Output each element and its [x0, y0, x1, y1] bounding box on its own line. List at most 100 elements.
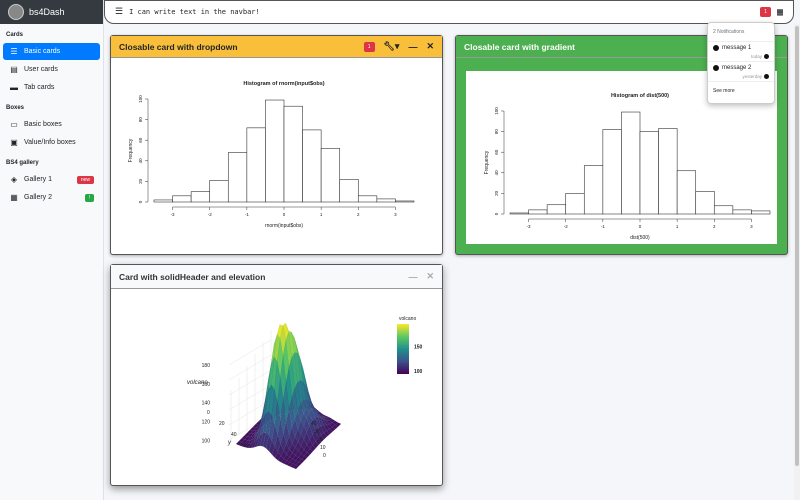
x-tick-label: -1 — [245, 212, 249, 217]
y-tick-label: 60 — [138, 137, 143, 143]
x-tick-label: -2 — [208, 212, 212, 217]
z-tick-label: 180 — [202, 363, 211, 369]
x-tick-label: -1 — [601, 224, 605, 229]
brand[interactable]: bs4Dash — [0, 0, 103, 24]
grid-line — [228, 369, 272, 396]
dropdown-card-header: Closable card with dropdown 1 🔧︎▾ — ✕ — [111, 36, 442, 58]
histogram-bar — [751, 210, 771, 215]
histogram-bar — [639, 131, 659, 215]
histogram-bar — [713, 205, 734, 215]
info-icon — [713, 45, 719, 51]
x-tick-label: 20 — [317, 437, 323, 443]
notifications-dropdown: 2 Notifications message 1 today message 2… — [707, 22, 775, 104]
histogram-bar — [265, 99, 285, 203]
histogram-bar — [172, 195, 192, 203]
surface-mesh — [235, 322, 342, 470]
wrench-dropdown-icon[interactable]: 🔧︎▾ — [383, 41, 400, 51]
sidebar-badge: ! — [84, 193, 94, 202]
histogram-bar — [376, 198, 396, 203]
z-tick-label: 140 — [202, 401, 211, 407]
histogram-bar — [153, 199, 173, 203]
sidebar: bs4Dash Cards ☰ Basic cards ▤ User cards ▬ Tab… — [0, 0, 104, 500]
z-tick-label: 120 — [202, 420, 211, 426]
sidebar-badge: new — [76, 175, 94, 184]
z-tick-label: 160 — [202, 382, 211, 388]
histogram-bar — [621, 111, 641, 215]
see-more-link[interactable]: See more — [713, 88, 735, 94]
y-tick-label: 40 — [231, 432, 237, 438]
close-icon[interactable]: ✕ — [426, 41, 434, 51]
brand-logo — [8, 4, 24, 20]
volcano-3d-surface[interactable]: 100 120 140 160 180 volcano 0 20 40 60 y 0 10 20 30 40 v… — [111, 290, 442, 475]
histogram-bar — [209, 180, 229, 203]
x-tick-label: 10 — [320, 445, 326, 451]
notifications-header: 2 Notifications — [708, 23, 774, 42]
x-tick-label: 1 — [676, 224, 679, 229]
x-tick-label: 0 — [283, 212, 286, 217]
apps-grid-icon[interactable]: ▦ — [776, 6, 783, 18]
sidebar-item-user-cards[interactable]: ▤ User cards — [3, 61, 100, 78]
histogram-bar — [357, 195, 378, 203]
histogram-bar — [695, 191, 715, 215]
card-title: Closable card with dropdown — [119, 41, 238, 52]
sidebar-item-tab-cards[interactable]: ▬ Tab cards — [3, 79, 100, 96]
histogram-bar — [190, 191, 211, 203]
surface-cell — [306, 448, 314, 455]
minimize-icon[interactable]: — — [408, 41, 418, 52]
x-tick-label: -3 — [527, 224, 531, 229]
card-title: Card with solidHeader and elevation — [119, 271, 266, 282]
chart-title: Histogram of dist(500) — [611, 93, 669, 99]
colorbar-tick-label: 100 — [414, 369, 423, 375]
nav-section-header: Boxes — [6, 105, 25, 111]
card-badge: 1 — [363, 41, 375, 52]
histogram-bar — [732, 209, 752, 215]
sidebar-item-gallery-2[interactable]: ▦ Gallery 2! — [3, 189, 100, 206]
notification-item[interactable]: message 1 today — [708, 42, 774, 62]
map-icon: ▦ — [10, 193, 18, 202]
y-tick-label: 60 — [243, 443, 249, 449]
grid-line — [228, 354, 272, 381]
colorbar — [397, 324, 409, 374]
sidebar-item-value-info-boxes[interactable]: ▣ Value/Info boxes — [3, 134, 100, 151]
sidebar-toggle-icon[interactable]: ☰ — [115, 7, 124, 17]
grid-line — [228, 339, 272, 366]
brand-name: bs4Dash — [29, 7, 65, 17]
x-tick-label: 3 — [394, 212, 397, 217]
notification-item[interactable]: message 2 yesterday — [708, 62, 774, 82]
sidebar-item-basic-boxes[interactable]: ▭ Basic boxes — [3, 116, 100, 133]
histogram-bar — [246, 127, 266, 203]
scrollbar-thumb[interactable] — [795, 26, 799, 466]
elevation-card-header: Card with solidHeader and elevation — ✕ — [111, 265, 442, 289]
sliders-icon: ☰ — [10, 47, 18, 56]
sidebar-item-basic-cards[interactable]: ☰ Basic cards — [3, 43, 100, 60]
histogram-bar — [528, 209, 548, 215]
histogram-bar — [320, 148, 341, 203]
notifications-badge[interactable]: 1 — [760, 7, 771, 17]
grid-line — [228, 399, 272, 426]
histogram-bar — [602, 129, 622, 215]
dropdown-card: Closable card with dropdown 1 🔧︎▾ — ✕ Hi… — [110, 35, 443, 255]
surface-cell — [334, 422, 342, 427]
histogram-bar — [227, 152, 248, 203]
sidebar-item-gallery-1[interactable]: ◈ Gallery 1 new — [3, 171, 100, 188]
cubes-icon: ◈ — [10, 175, 18, 184]
navbar-text: I can write text in the navbar! — [129, 8, 260, 16]
histogram-bar — [658, 128, 678, 215]
gradient-card-header: Closable card with gradient — [456, 36, 787, 58]
histogram-bar — [509, 212, 529, 215]
histogram-rnorm: Histogram of rnorm(input$obs)02040608010… — [128, 81, 415, 229]
close-icon[interactable]: ✕ — [426, 271, 434, 281]
x-tick-label: 0 — [639, 224, 642, 229]
y-tick-label: 20 — [219, 421, 225, 427]
x-tick-label: -2 — [564, 224, 568, 229]
desktop-icon: ▭ — [10, 120, 18, 129]
z-axis-label: volcano — [187, 380, 208, 386]
minimize-icon[interactable]: — — [408, 271, 418, 282]
histogram-bar — [283, 105, 303, 203]
y-tick-label: 40 — [138, 158, 143, 164]
sidebar-item-label: Basic boxes — [24, 121, 62, 128]
page-scrollbar[interactable] — [794, 24, 800, 500]
x-tick-label: 40 — [311, 421, 317, 427]
y-tick-label: 0 — [138, 200, 143, 203]
